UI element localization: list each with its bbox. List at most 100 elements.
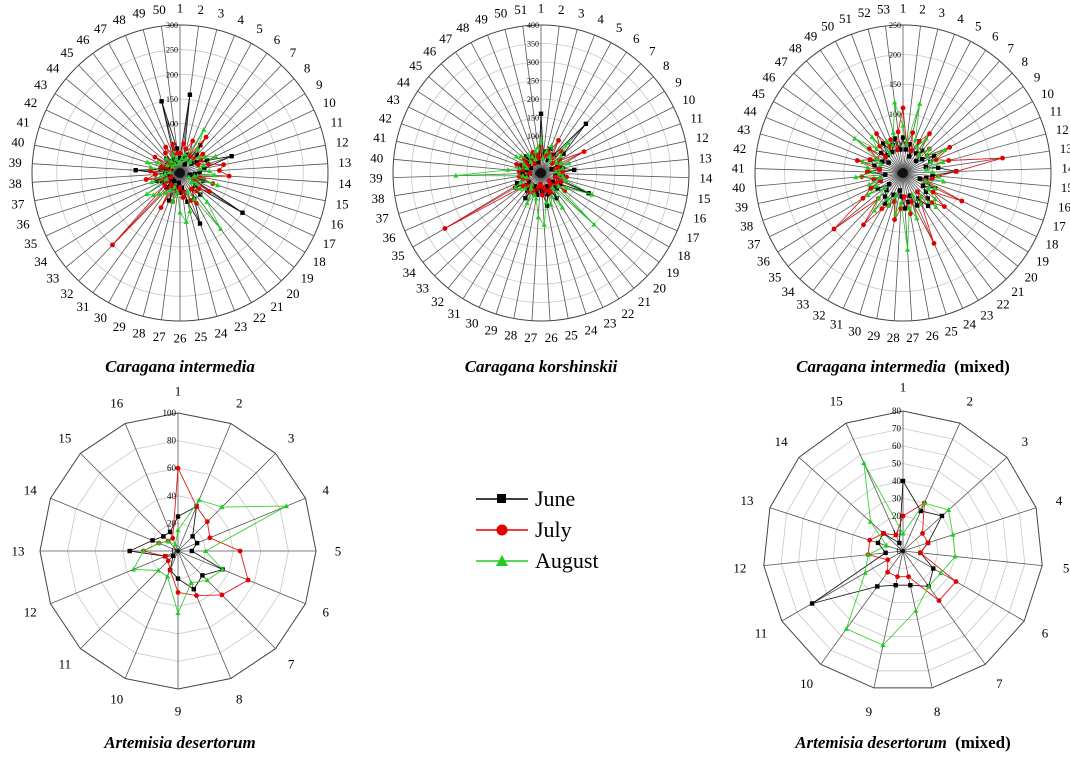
data-point-august-15 xyxy=(165,538,171,544)
data-point-july-10 xyxy=(581,149,587,155)
category-label-20: 20 xyxy=(287,286,300,301)
spoke-23 xyxy=(902,172,979,301)
data-point-july-13 xyxy=(1000,155,1005,161)
data-point-july-6 xyxy=(953,579,959,584)
category-label-19: 19 xyxy=(1036,254,1049,269)
category-label-48: 48 xyxy=(456,20,469,35)
spoke-47 xyxy=(108,43,181,174)
spoke-43 xyxy=(760,133,904,174)
category-label-37: 37 xyxy=(748,237,762,252)
category-label-9: 9 xyxy=(1034,69,1041,84)
data-point-august-28 xyxy=(170,198,176,204)
spoke-20 xyxy=(902,172,1019,267)
data-point-august-4 xyxy=(950,532,956,537)
category-label-1: 1 xyxy=(177,1,184,16)
data-point-august-2 xyxy=(903,140,910,146)
data-point-august-41 xyxy=(870,169,876,175)
tick-label-400: 400 xyxy=(527,21,539,30)
spoke-3 xyxy=(902,457,1008,552)
data-point-june-7 xyxy=(583,121,589,126)
data-point-july-25 xyxy=(180,195,186,200)
data-point-august-7 xyxy=(926,583,932,589)
data-point-june-1 xyxy=(175,514,181,519)
spoke-2 xyxy=(902,422,961,552)
data-point-june-24 xyxy=(185,199,190,204)
data-point-august-12 xyxy=(865,551,871,557)
grid-ring-30 xyxy=(850,498,956,603)
data-point-june-18 xyxy=(558,181,563,187)
data-point-july-32 xyxy=(879,206,885,212)
radar-center xyxy=(176,549,180,553)
data-point-june-15 xyxy=(897,540,902,546)
tick-label-200: 200 xyxy=(166,70,178,79)
legend: June July August xyxy=(476,486,599,573)
data-point-august-29 xyxy=(893,211,899,216)
data-point-august-33 xyxy=(150,192,156,197)
category-label-42: 42 xyxy=(24,95,37,110)
spoke-6 xyxy=(177,550,306,605)
data-point-july-39 xyxy=(527,170,533,176)
data-point-august-6 xyxy=(923,135,929,141)
category-label-38: 38 xyxy=(740,218,753,233)
spoke-34 xyxy=(54,172,181,253)
spoke-22 xyxy=(179,172,252,303)
category-label-48: 48 xyxy=(113,12,126,27)
spoke-8 xyxy=(177,550,232,679)
data-point-august-5 xyxy=(201,127,207,132)
data-point-august-18 xyxy=(932,185,938,191)
data-point-june-7 xyxy=(200,573,205,578)
data-point-june-28 xyxy=(534,192,540,197)
data-point-august-19 xyxy=(556,183,562,189)
category-label-7: 7 xyxy=(288,657,295,672)
data-point-june-16 xyxy=(924,175,929,181)
data-point-august-41 xyxy=(516,165,522,171)
category-label-47: 47 xyxy=(775,54,789,69)
data-point-june-7 xyxy=(194,152,200,158)
spoke-17 xyxy=(540,172,678,232)
data-point-august-15 xyxy=(560,173,566,179)
data-point-july-8 xyxy=(200,151,206,157)
category-label-46: 46 xyxy=(762,69,776,84)
data-point-july-4 xyxy=(925,540,931,546)
spoke-8 xyxy=(902,72,1013,174)
data-point-august-49 xyxy=(173,155,179,161)
data-point-july-3 xyxy=(920,531,925,536)
category-label-12: 12 xyxy=(696,130,709,145)
tick-label-50: 50 xyxy=(892,459,902,469)
tick-label-70: 70 xyxy=(892,424,902,434)
spoke-5 xyxy=(902,41,971,174)
category-label-26: 26 xyxy=(174,331,188,346)
category-label-1: 1 xyxy=(538,1,545,16)
data-point-august-3 xyxy=(917,101,923,106)
data-point-august-22 xyxy=(191,196,197,201)
data-point-august-9 xyxy=(924,152,930,158)
spoke-21 xyxy=(540,172,635,289)
data-point-august-32 xyxy=(529,181,535,187)
data-point-august-20 xyxy=(932,196,938,202)
spoke-13 xyxy=(769,507,904,552)
category-label-8: 8 xyxy=(934,704,941,719)
series-august xyxy=(130,497,289,616)
category-label-41: 41 xyxy=(17,115,30,130)
data-point-june-12 xyxy=(923,164,928,169)
data-point-august-49 xyxy=(887,150,893,156)
category-label-35: 35 xyxy=(768,270,781,285)
category-label-32: 32 xyxy=(813,308,826,323)
data-point-august-10 xyxy=(558,160,564,166)
data-point-august-38 xyxy=(162,171,168,176)
category-label-3: 3 xyxy=(578,6,585,21)
category-label-17: 17 xyxy=(1053,218,1067,233)
data-point-august-23 xyxy=(549,193,555,199)
category-label-5: 5 xyxy=(616,20,623,35)
spoke-14 xyxy=(798,457,904,552)
category-label-49: 49 xyxy=(475,12,488,27)
series-august xyxy=(852,99,948,252)
data-point-august-26 xyxy=(541,221,547,227)
category-label-16: 16 xyxy=(110,396,124,411)
data-point-june-50 xyxy=(174,146,180,151)
category-label-22: 22 xyxy=(621,306,634,321)
category-label-10: 10 xyxy=(323,95,336,110)
data-point-july-30 xyxy=(158,205,164,211)
category-label-40: 40 xyxy=(732,180,745,195)
data-point-june-5 xyxy=(545,157,551,163)
